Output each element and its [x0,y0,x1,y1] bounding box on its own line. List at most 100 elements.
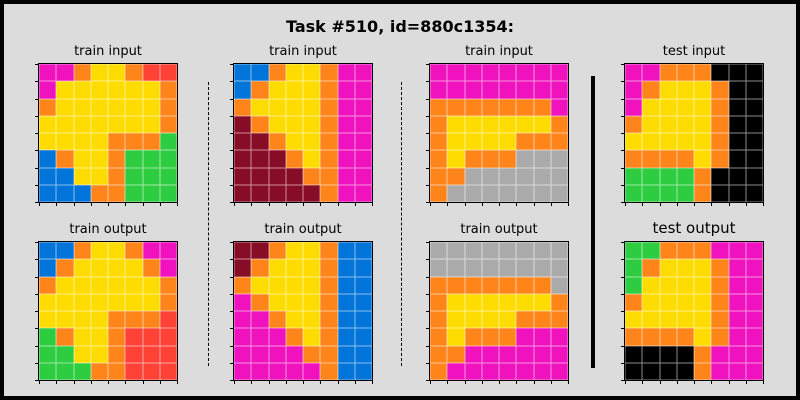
grid-cell [142,167,160,185]
grid-cell [676,98,694,116]
grid-cell [39,345,57,363]
grid-cell [39,276,57,294]
grid-cell [550,242,568,260]
axis-tick [621,380,625,381]
grid-cell [337,98,355,116]
grid-cell [481,311,499,329]
axis-tick [230,133,234,134]
axis-tick [268,202,270,206]
grid-cell [447,259,465,277]
axis-tick [39,202,40,206]
grid-cell [159,276,177,294]
axis-tick [285,202,287,206]
grid-cell [711,345,729,363]
grid-cell [550,115,568,133]
grid-cell [39,293,57,311]
axis-tick [35,184,39,186]
grid-cell [354,98,372,116]
grid-cell [625,167,643,185]
grid-cell [90,150,108,168]
axis-tick [108,202,109,206]
grid-cell [516,81,534,99]
grid-cell [142,133,160,151]
grid-cell [56,133,74,151]
grid-cell [447,64,465,82]
axis-tick [621,242,625,243]
grid-cell [39,150,57,168]
grid-cell [56,311,74,329]
grid-cell [694,276,712,294]
grid-cell [745,150,763,168]
grid-cell [251,259,269,277]
axis-tick [426,328,430,330]
grid-cell [499,133,517,151]
axis-tick [426,133,430,134]
grid-cell [711,242,729,260]
grid-cell [268,259,286,277]
axis-tick [354,202,356,206]
grid-cell [676,362,694,380]
grid-cell [125,276,143,294]
axis-tick [159,380,161,384]
grid-cell [464,345,482,363]
grid-cell [676,242,694,260]
grid-cell [108,115,126,133]
grid-cell [39,311,57,329]
grid-cell [39,98,57,116]
grid-cell [533,167,551,185]
grid-cell [39,167,57,185]
grid-cell [728,276,746,294]
grid-cell [354,184,372,202]
grid-cell [285,81,303,99]
grid-cell [285,328,303,346]
grid-cell [694,328,712,346]
grid-cell [481,184,499,202]
grid-cell [90,259,108,277]
axis-tick [35,328,39,330]
axis-tick [516,380,518,384]
grid-cell [90,293,108,311]
grid-cell [56,362,74,380]
axis-tick [285,380,287,384]
grid-cell [625,81,643,99]
axis-tick [35,380,39,381]
grid-cell [676,150,694,168]
axis-tick [230,115,234,117]
grid-cell [499,115,517,133]
axis-tick [728,380,730,384]
grid-cell [320,328,338,346]
grid-cell [39,242,57,260]
grid-cell [533,259,551,277]
axis-tick [108,380,109,384]
grid-cell [142,184,160,202]
grid-cell [285,115,303,133]
grid-cell [464,293,482,311]
axis-tick [372,380,373,384]
grid-cell [268,81,286,99]
axis-tick [426,150,430,152]
grid-cell [234,64,252,82]
grid-cell [56,293,74,311]
grid-cell [728,311,746,329]
grid-cell [142,81,160,99]
axis-tick [35,311,39,312]
grid-cell [354,167,372,185]
axis-tick [125,380,127,384]
axis-tick [230,64,234,65]
axis-tick [763,202,764,206]
grid-cell [251,133,269,151]
grid-cell [481,81,499,99]
grid-cell [159,64,177,82]
grid-cell [745,276,763,294]
grid-cell [447,98,465,116]
grid-cell [642,167,660,185]
grid-cell [550,150,568,168]
grid-cell [73,328,91,346]
grid-cell [694,115,712,133]
grid-cell [481,328,499,346]
grid-cell [499,150,517,168]
grid-cell [447,184,465,202]
grid-cell [499,167,517,185]
grid-cell [354,311,372,329]
grid-cell [430,64,448,82]
